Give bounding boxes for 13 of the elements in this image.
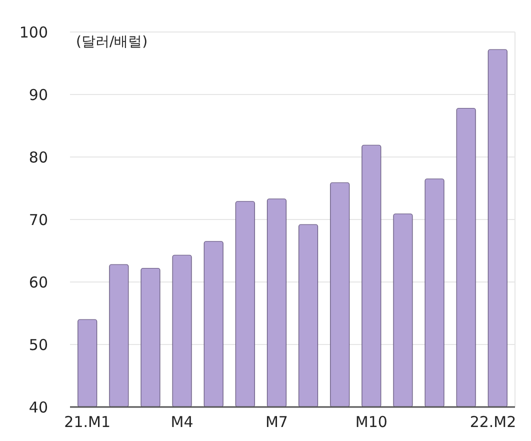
- x-tick-label: M10: [355, 413, 388, 431]
- x-tick-label: 22.M2: [470, 413, 516, 431]
- y-tick-label: 50: [28, 336, 48, 354]
- x-tick-label: 21.M1: [64, 413, 111, 431]
- y-tick-label: 40: [28, 398, 48, 416]
- y-tick-label: 70: [28, 210, 48, 229]
- y-tick-label: 80: [28, 148, 48, 166]
- y-tick-label: 90: [28, 86, 48, 104]
- x-tick-label: M7: [265, 413, 288, 431]
- y-tick-label: 100: [19, 23, 48, 42]
- y-axis-title: (달러/배럴): [76, 34, 148, 50]
- x-tick-label: M4: [170, 413, 194, 431]
- y-tick-label: 60: [28, 273, 48, 292]
